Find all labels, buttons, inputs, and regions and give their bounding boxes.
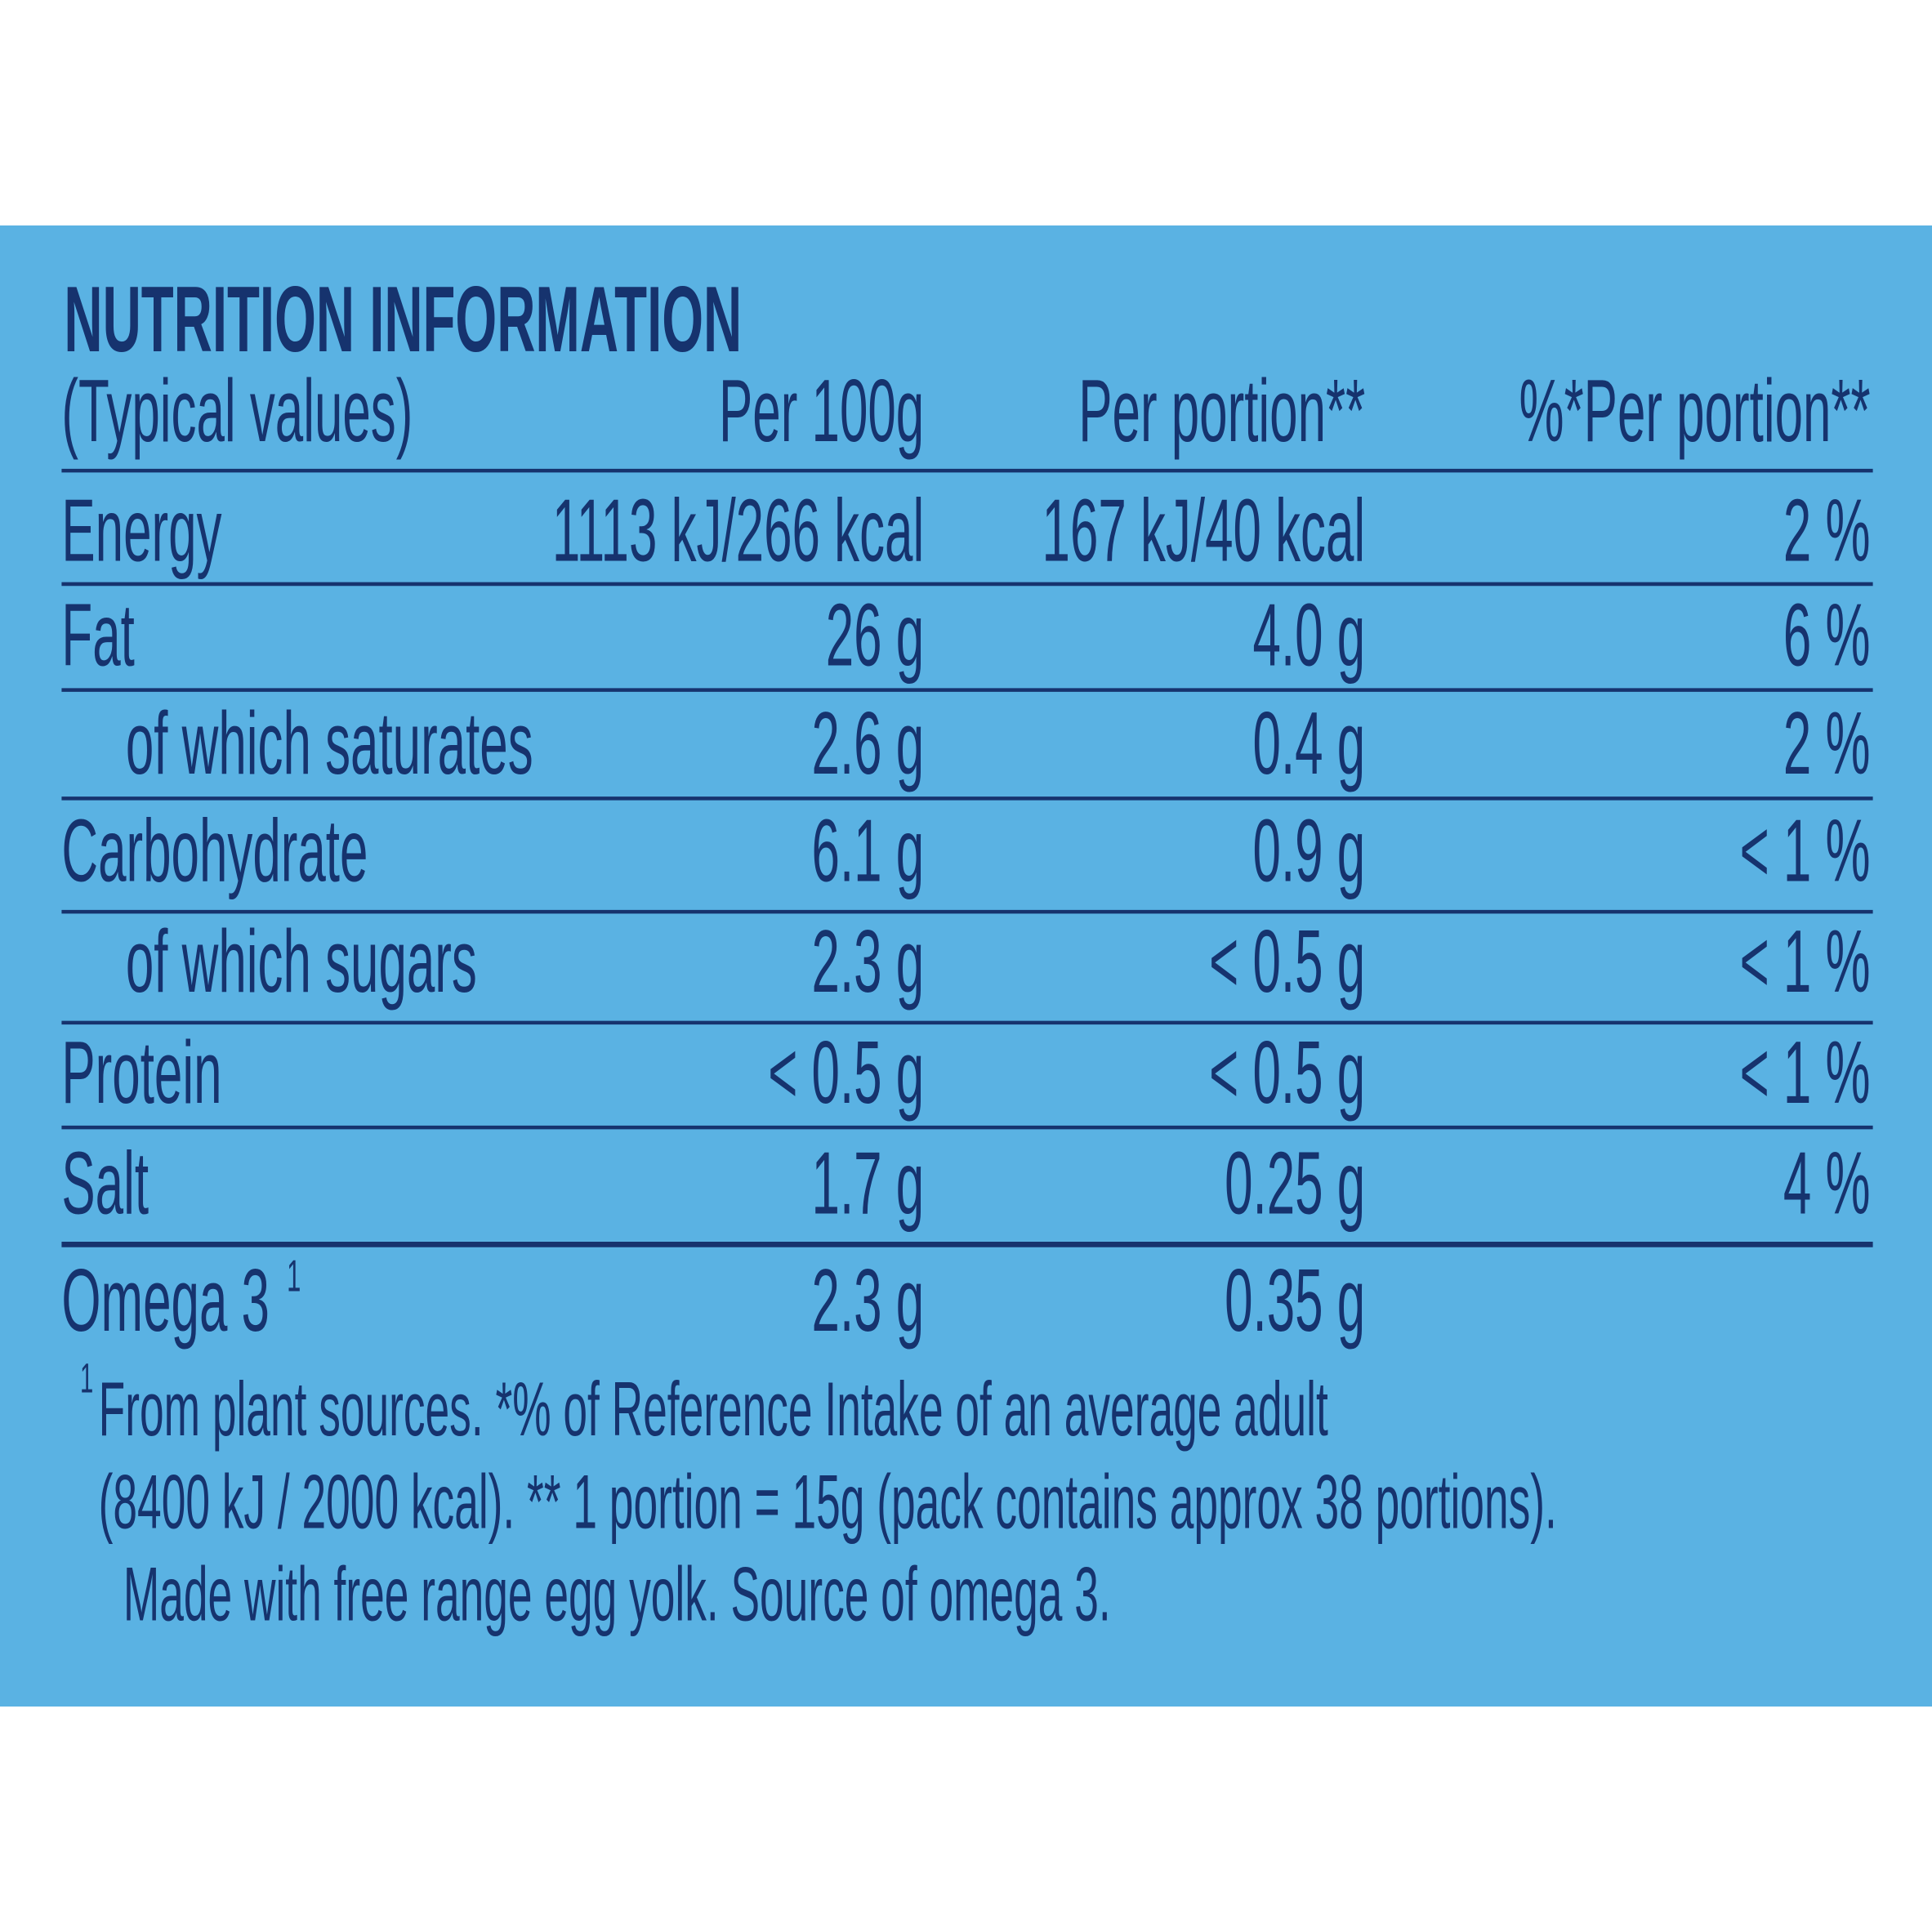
- row-label: Energy: [61, 480, 222, 580]
- cell-value: 6 %: [1783, 585, 1871, 685]
- cell-value: 167 kJ/40 kcal: [1042, 480, 1366, 580]
- cell-value: < 1 %: [1740, 1023, 1871, 1122]
- cell-value: 0.9 g: [1253, 801, 1366, 900]
- cell-value: < 1 %: [1740, 801, 1871, 900]
- header-cell: %*Per portion**: [1519, 361, 1871, 461]
- cell-value: 1.7 g: [812, 1133, 925, 1233]
- cell-value: 2 %: [1783, 694, 1871, 793]
- cell-value: 2.6 g: [812, 694, 925, 793]
- cell-value: 4 %: [1783, 1133, 1871, 1233]
- cell-value: 0.25 g: [1225, 1133, 1365, 1233]
- row-label: Protein: [61, 1023, 221, 1122]
- cell-value: 2.3 g: [812, 912, 925, 1011]
- footnote-line: (8400 kJ / 2000 kcal). ** 1 portion = 15…: [99, 1460, 1557, 1545]
- footnote-line: Made with free range egg yolk. Source of…: [123, 1552, 1111, 1637]
- cell-value: < 0.5 g: [768, 1023, 924, 1122]
- row-label: Salt: [61, 1133, 149, 1233]
- row-label: of which sugars: [126, 912, 477, 1011]
- header-cell: Per 100g: [719, 361, 924, 461]
- cell-value: 1113 kJ/266 kcal: [552, 480, 924, 580]
- title: NUTRITION INFORMATION: [64, 267, 742, 372]
- cell-value: 6.1 g: [812, 801, 925, 900]
- cell-value: < 1 %: [1740, 912, 1871, 1011]
- cell-value: 0.35 g: [1225, 1251, 1365, 1350]
- footnote-marker: 1: [80, 1354, 93, 1402]
- header-cell: Per portion**: [1078, 361, 1365, 461]
- cell-value: 26 g: [826, 585, 924, 685]
- cell-value: < 0.5 g: [1209, 1023, 1365, 1122]
- footnote-marker: 1: [287, 1252, 301, 1301]
- cell-value: 2 %: [1783, 480, 1871, 580]
- cell-value: 0.4 g: [1253, 694, 1366, 793]
- cell-value: 2.3 g: [812, 1251, 925, 1350]
- cell-value: < 0.5 g: [1209, 912, 1365, 1011]
- cell-value: 4.0 g: [1253, 585, 1366, 685]
- row-label: Omega 3: [61, 1251, 270, 1350]
- row-label: Carbohydrate: [61, 801, 368, 900]
- row-label: of which saturates: [126, 694, 533, 793]
- footnote-line: From plant sources. *% of Reference Inta…: [99, 1368, 1328, 1452]
- header-cell: (Typical values): [61, 361, 413, 461]
- row-label: Fat: [61, 585, 134, 685]
